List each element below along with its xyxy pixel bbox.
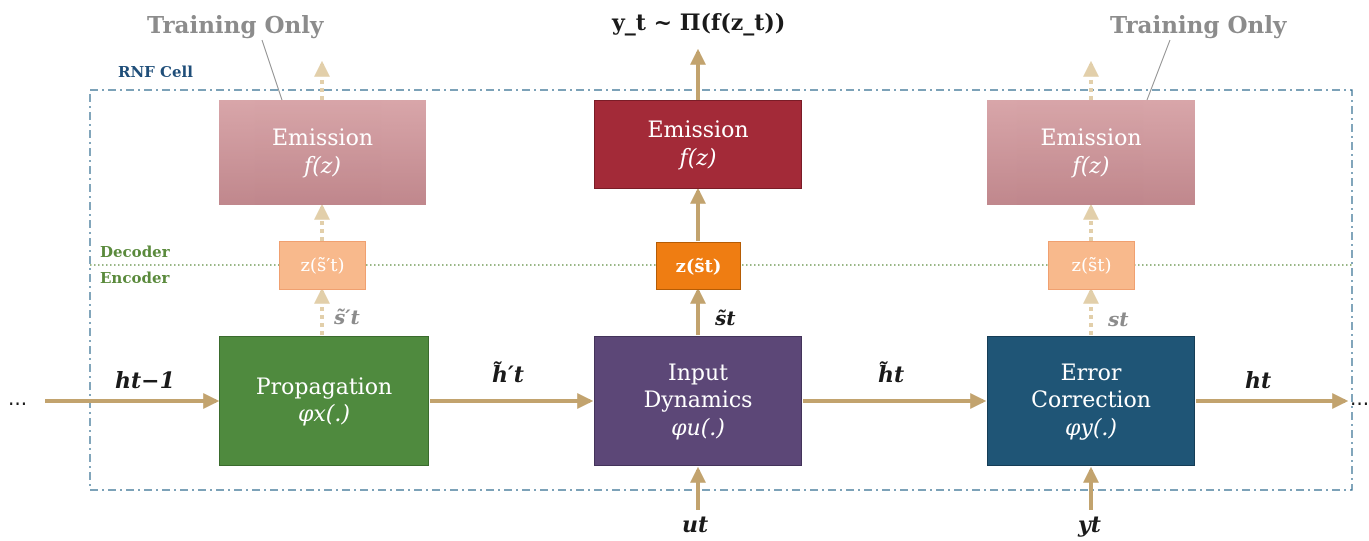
input-dynamics-title-1: Input: [668, 360, 728, 386]
h-tilde-prime-label: h̃′t: [492, 362, 524, 388]
y-input-label: yt: [1078, 512, 1101, 538]
u-input-label: ut: [682, 512, 709, 538]
s-label-left: s̃′t: [334, 305, 360, 329]
emission-right-title: Emission: [1040, 126, 1142, 151]
training-only-left-label: Training Only: [147, 12, 324, 39]
input-dynamics-formula: φu(.): [671, 415, 725, 441]
propagation-formula: φx(.): [298, 402, 350, 427]
decoder-label: Decoder: [100, 243, 170, 261]
emission-box-center: Emission f(z): [594, 100, 802, 189]
emission-left-title: Emission: [272, 126, 373, 151]
training-only-left-callout: [261, 39, 283, 101]
h-out-label: ht: [1245, 368, 1272, 394]
z-box-right: z(s̃t): [1048, 241, 1135, 290]
z-box-left: z(s̃′t): [279, 241, 366, 290]
emission-center-formula: f(z): [679, 145, 717, 171]
encoder-label: Encoder: [100, 269, 170, 287]
emission-box-right: Emission f(z): [987, 100, 1195, 205]
h-tilde-label: h̃t: [878, 362, 905, 388]
h-prev-label: ht−1: [115, 368, 175, 394]
input-dynamics-title-2: Dynamics: [643, 388, 753, 414]
error-correction-title-2: Correction: [1031, 388, 1151, 414]
ellipsis-left: ...: [8, 386, 28, 410]
output-label: y_t ~ Π(f(z_t)): [612, 10, 785, 36]
propagation-title: Propagation: [255, 374, 393, 400]
training-only-right-label: Training Only: [1110, 12, 1287, 39]
s-label-center: s̃t: [715, 306, 736, 330]
error-correction-title-1: Error: [1060, 360, 1122, 386]
z-box-center: z(s̃t): [656, 242, 741, 290]
emission-right-formula: f(z): [1072, 153, 1110, 179]
emission-left-formula: f(z): [304, 153, 341, 179]
error-correction-formula: φy(.): [1065, 415, 1117, 441]
training-only-right-callout: [1146, 39, 1171, 101]
s-label-right: st: [1108, 307, 1129, 331]
rnf-cell-border: [89, 89, 1353, 491]
error-correction-box: Error Correction φy(.): [987, 336, 1195, 466]
output-label-text: y_t ~ Π(f(z_t)): [612, 10, 786, 36]
input-dynamics-box: Input Dynamics φu(.): [594, 336, 802, 466]
propagation-box: Propagation φx(.): [219, 336, 429, 466]
emission-box-left: Emission f(z): [219, 100, 426, 205]
emission-center-title: Emission: [647, 118, 749, 143]
ellipsis-right: ...: [1350, 386, 1369, 410]
rnf-cell-label: RNF Cell: [118, 63, 193, 81]
